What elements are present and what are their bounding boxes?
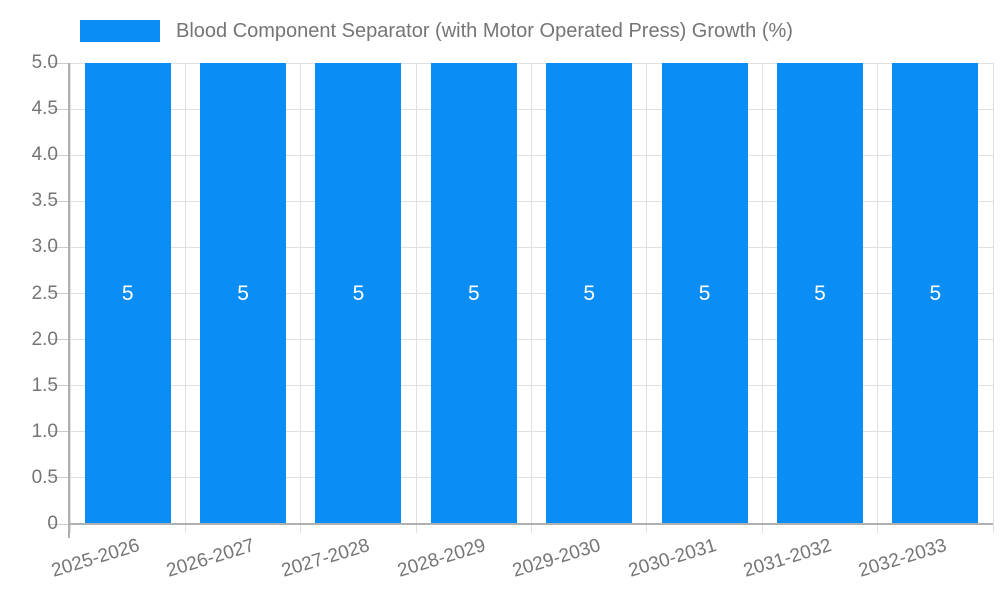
y-axis-label: 0: [47, 513, 58, 534]
x-gridline: [992, 63, 994, 533]
chart-legend[interactable]: Blood Component Separator (with Motor Op…: [80, 18, 793, 44]
y-axis-tick: [50, 200, 70, 202]
bar[interactable]: 5: [84, 63, 171, 524]
bar-value-label: 5: [467, 281, 480, 305]
y-axis-label: 2.5: [31, 282, 58, 304]
bar-value-label: 5: [698, 281, 711, 305]
y-axis-tick: [50, 108, 70, 110]
bar-value-label: 5: [121, 281, 134, 305]
bar-value-label: 5: [237, 281, 249, 305]
bar-value-label: 5: [352, 281, 365, 305]
x-gridline: [69, 63, 71, 533]
y-axis-tick: [50, 246, 70, 248]
y-axis-label: 3.5: [31, 190, 58, 212]
x-gridline: [415, 63, 417, 533]
y-axis-label: 4.5: [31, 98, 58, 120]
y-axis-label: 1.5: [31, 374, 58, 396]
y-axis-label: 4.0: [31, 144, 58, 166]
y-axis-label: 0.5: [31, 466, 58, 488]
y-axis-tick: [50, 62, 70, 64]
bar-value-label: 5: [583, 281, 596, 305]
bar[interactable]: 5: [200, 63, 287, 524]
y-axis-tick: [50, 477, 70, 479]
bar[interactable]: 5: [315, 63, 402, 524]
bar[interactable]: 5: [776, 63, 863, 524]
y-axis-tick: [50, 385, 70, 387]
y-axis-tick: [50, 431, 70, 433]
y-axis-label: 2.0: [31, 328, 58, 350]
legend-swatch: [80, 20, 160, 42]
bar-value-label: 5: [929, 281, 942, 305]
y-axis-label: 5.0: [31, 52, 58, 73]
x-gridline: [531, 63, 532, 533]
x-gridline: [300, 63, 302, 533]
x-axis-line: [68, 523, 993, 525]
y-axis-tick: [50, 523, 70, 525]
y-axis-tick: [50, 339, 70, 341]
bar[interactable]: 5: [430, 63, 517, 524]
y-axis-line: [68, 63, 70, 538]
bar[interactable]: 5: [546, 63, 633, 524]
x-gridline: [184, 63, 186, 533]
y-axis-tick: [50, 293, 70, 294]
y-axis-label: 3.0: [31, 236, 58, 258]
x-gridline: [877, 63, 879, 533]
y-axis-tick: [50, 154, 70, 156]
bar[interactable]: 5: [661, 63, 748, 524]
legend-label: Blood Component Separator (with Motor Op…: [176, 19, 793, 42]
bar[interactable]: 5: [892, 63, 979, 524]
bar-value-label: 5: [814, 281, 826, 305]
x-gridline: [761, 63, 763, 533]
x-gridline: [646, 63, 648, 533]
y-axis-label: 1.0: [31, 420, 58, 442]
